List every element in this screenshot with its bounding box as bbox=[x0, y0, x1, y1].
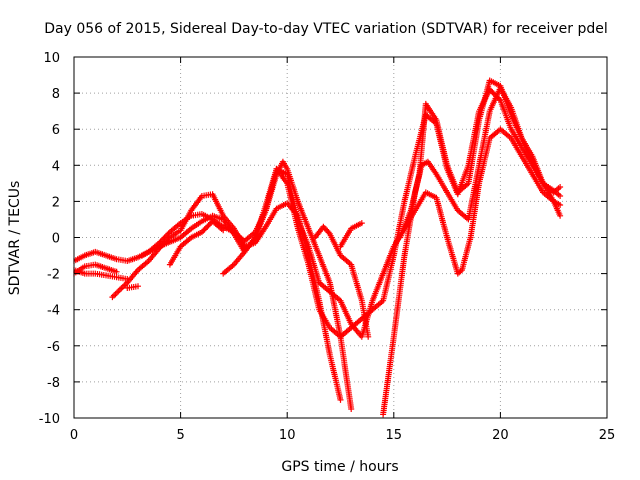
plot-frame bbox=[73, 56, 608, 419]
y-axis-title: SDTVAR / TECUs bbox=[7, 181, 23, 296]
data-point bbox=[220, 227, 227, 234]
x-tick-label: 0 bbox=[70, 428, 78, 443]
y-tick-labels: -10 -8 -6 -4 -2 0 2 4 6 8 10 bbox=[39, 51, 60, 427]
data-point bbox=[135, 283, 141, 290]
series-3 bbox=[124, 283, 141, 291]
chart-title: Day 056 of 2015, Sidereal Day-to-day VTE… bbox=[44, 21, 608, 37]
data-point bbox=[113, 268, 120, 275]
series-4 bbox=[73, 261, 120, 277]
data-point bbox=[557, 212, 564, 219]
data-point bbox=[557, 184, 564, 190]
y-tick-label: 6 bbox=[52, 123, 60, 138]
data-point bbox=[557, 193, 564, 199]
series-9 bbox=[311, 223, 372, 340]
series-6 bbox=[139, 86, 564, 340]
x-tick-label: 15 bbox=[386, 428, 403, 443]
y-tick-label: -8 bbox=[47, 376, 60, 391]
y-tick-label: -6 bbox=[47, 340, 60, 355]
data-point bbox=[557, 202, 564, 208]
y-tick-label: 8 bbox=[52, 87, 60, 102]
y-tick-label: 0 bbox=[52, 232, 60, 247]
x-tick-label: 20 bbox=[492, 428, 509, 443]
data-point bbox=[348, 406, 355, 412]
series-2 bbox=[73, 267, 131, 282]
y-tick-label: 10 bbox=[43, 51, 60, 66]
data-point bbox=[358, 220, 365, 227]
x-tick-label: 5 bbox=[176, 428, 184, 443]
y-tick-label: -4 bbox=[47, 304, 60, 319]
y-tick-label: 2 bbox=[52, 195, 60, 210]
y-tick-label: -2 bbox=[47, 268, 60, 283]
axis-ticks bbox=[73, 56, 608, 419]
data-point bbox=[337, 396, 344, 403]
series-10 bbox=[337, 220, 365, 250]
data-point bbox=[365, 333, 372, 340]
data-points bbox=[73, 77, 564, 418]
series-7 bbox=[166, 218, 227, 268]
series-12 bbox=[397, 77, 564, 241]
x-tick-label: 10 bbox=[279, 428, 296, 443]
x-tick-labels: 0 5 10 15 20 25 bbox=[70, 428, 615, 443]
y-tick-label: -10 bbox=[39, 412, 60, 427]
y-tick-label: 4 bbox=[52, 159, 60, 174]
series-8 bbox=[220, 126, 564, 340]
x-tick-label: 25 bbox=[599, 428, 616, 443]
x-axis-title: GPS time / hours bbox=[281, 459, 398, 475]
grid-lines bbox=[74, 57, 607, 418]
